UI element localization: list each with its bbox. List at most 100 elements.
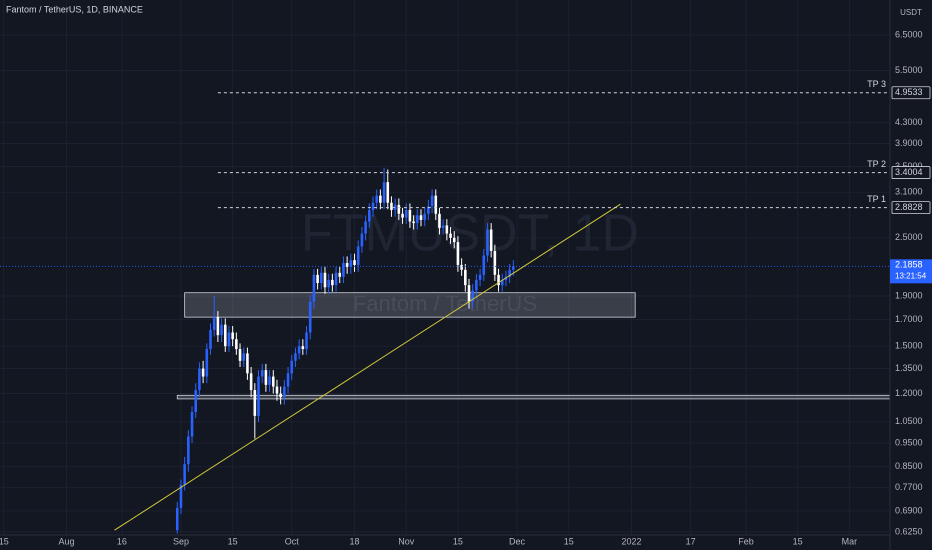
candle-body: [438, 213, 441, 228]
candle-body: [257, 376, 260, 416]
target-label: TP 2: [867, 159, 886, 169]
x-tick-label: Dec: [509, 536, 526, 546]
candle-body: [408, 210, 412, 222]
price-tag: [891, 166, 931, 179]
candle-body: [227, 332, 231, 347]
y-tick-label: 4.3000: [895, 117, 923, 127]
candle-body: [212, 317, 216, 330]
candle-body: [286, 373, 290, 387]
candle-body: [342, 263, 345, 277]
candle-body: [253, 390, 257, 416]
candle-body: [486, 229, 489, 256]
last-price-label: 2.1858: [895, 260, 923, 270]
watermark-sub: Fantom / TetherUS: [353, 291, 537, 316]
candle-body: [290, 360, 294, 374]
candle-body: [305, 332, 308, 350]
y-tick-label: 1.5000: [895, 341, 923, 351]
candle-body: [423, 213, 426, 220]
candle-body: [223, 324, 227, 347]
candle-body: [379, 195, 382, 203]
candle-body: [279, 393, 282, 398]
chart-title: Fantom / TetherUS, 1D, BINANCE: [6, 4, 143, 14]
candle-body: [368, 210, 371, 222]
candle-body: [353, 260, 356, 265]
candle-body: [430, 195, 434, 207]
x-tick-label: 15: [564, 536, 574, 546]
candle-body: [467, 285, 471, 302]
candle-body: [441, 225, 445, 228]
y-tick-label: 3.5000: [895, 161, 923, 171]
x-tick-label: Mar: [842, 536, 858, 546]
candle-body: [312, 274, 316, 302]
candle-body: [360, 233, 364, 247]
target-label: TP 3: [867, 79, 886, 89]
candle-body: [308, 301, 312, 333]
price-tag: [891, 86, 931, 100]
candle-body: [482, 255, 486, 275]
candle-body: [512, 266, 515, 270]
target-label: TP 1: [867, 194, 886, 204]
x-tick-label: 16: [117, 536, 127, 546]
x-tick-label: Nov: [398, 536, 415, 546]
candle-body: [294, 353, 297, 361]
candle-body: [231, 332, 234, 340]
candle-body: [187, 436, 190, 465]
candle-body: [356, 246, 360, 265]
candle-body: [419, 215, 423, 220]
y-tick-label: 1.0500: [895, 416, 923, 426]
x-tick-label: 18: [350, 536, 360, 546]
candle-body: [283, 386, 286, 398]
candle-body: [500, 279, 504, 286]
candle-body: [475, 279, 478, 291]
x-tick-label: Feb: [738, 536, 754, 546]
candle-body: [264, 370, 268, 385]
candle-body: [445, 225, 449, 234]
candle-body: [338, 272, 342, 277]
candle-body: [364, 221, 367, 234]
price-tag: [891, 201, 931, 214]
price-tag-label: 4.9533: [895, 87, 923, 97]
y-tick-label: 5.5000: [895, 65, 923, 75]
candle-body: [489, 229, 493, 251]
candle-body: [198, 368, 201, 391]
y-tick-label: 0.6900: [895, 505, 923, 515]
price-tag-label: 3.4004: [895, 167, 923, 177]
candle-body: [464, 269, 467, 286]
x-tick-label: 15: [453, 536, 463, 546]
x-tick-label: 15: [793, 536, 803, 546]
candle-body: [209, 329, 212, 350]
candle-body: [238, 349, 242, 361]
candle-body: [375, 195, 378, 203]
candle-body: [249, 373, 253, 391]
candle-body: [190, 411, 194, 437]
candle-body: [497, 274, 500, 286]
candle-body: [456, 242, 460, 265]
candle-body: [412, 221, 415, 224]
candle-body: [268, 376, 271, 385]
y-tick-label: 1.9000: [895, 290, 923, 300]
candle-body: [205, 349, 209, 377]
candle-body: [434, 195, 438, 214]
x-tick-label: 15: [228, 536, 238, 546]
candle-body: [397, 204, 401, 214]
candle-body: [327, 279, 330, 288]
candle-body: [194, 390, 198, 412]
x-tick-label: 15: [0, 536, 9, 546]
candle-body: [271, 376, 275, 387]
watermark: FTMUSDT, 1D: [301, 205, 639, 263]
trendline: [114, 203, 621, 531]
candle-body: [220, 324, 223, 336]
candle-body: [246, 353, 249, 374]
candle-body: [275, 386, 279, 394]
x-tick-label: Sep: [173, 536, 189, 546]
candle-body: [452, 237, 456, 243]
currency-label: USDT: [900, 8, 922, 17]
y-tick-label: 2.5000: [895, 232, 923, 242]
candle-body: [386, 182, 390, 203]
candle-body: [416, 215, 419, 224]
y-tick-label: 3.1000: [895, 187, 923, 197]
candle-body: [404, 210, 408, 218]
candle-body: [349, 260, 353, 267]
candle-body: [242, 353, 246, 361]
